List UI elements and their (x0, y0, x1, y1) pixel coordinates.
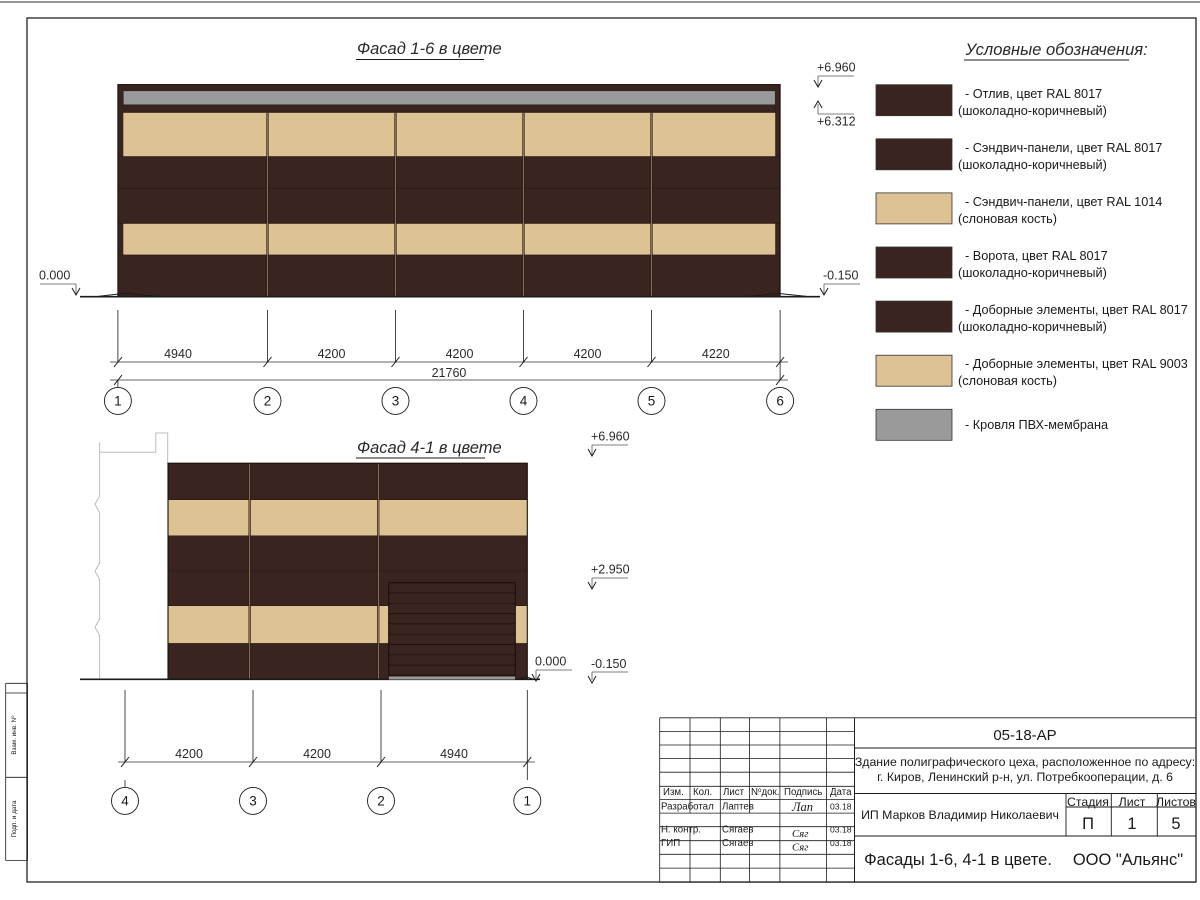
svg-text:4940: 4940 (440, 747, 468, 761)
svg-text:(слоновая кость): (слоновая кость) (958, 212, 1057, 226)
svg-text:Сягаев: Сягаев (722, 838, 753, 849)
svg-text:г. Киров, Ленинский р-н, ул.: г. Киров, Ленинский р-н, ул. Потребкоопе… (877, 770, 1173, 784)
svg-text:- Доборные элементы, цвет RAL: - Доборные элементы, цвет RAL 8017 (965, 303, 1188, 317)
svg-text:Стадия: Стадия (1067, 795, 1109, 809)
svg-text:5: 5 (1171, 815, 1180, 833)
svg-text:Подп. и дата: Подп. и дата (11, 800, 18, 838)
svg-text:(шоколадно-коричневый): (шоколадно-коричневый) (958, 320, 1107, 334)
svg-text:Листов: Листов (1156, 795, 1196, 809)
svg-text:4: 4 (121, 794, 129, 809)
svg-text:03.18: 03.18 (830, 825, 852, 835)
svg-text:4940: 4940 (164, 347, 192, 361)
svg-text:4200: 4200 (446, 347, 474, 361)
svg-text:(шоколадно-коричневый): (шоколадно-коричневый) (958, 266, 1107, 280)
svg-text:Лап: Лап (791, 800, 813, 814)
svg-text:ИП Марков Владимир Николаевич: ИП Марков Владимир Николаевич (861, 808, 1059, 822)
svg-text:Сяг: Сяг (792, 841, 808, 853)
svg-text:(шоколадно-коричневый): (шоколадно-коричневый) (958, 158, 1107, 172)
svg-text:Разработал: Разработал (661, 801, 714, 812)
svg-text:- Отлив, цвет RAL 8017: - Отлив, цвет RAL 8017 (965, 87, 1102, 101)
svg-text:4: 4 (520, 394, 528, 409)
svg-text:Здание полиграфического цеха,: Здание полиграфического цеха, расположен… (855, 755, 1195, 769)
svg-text:Лист: Лист (723, 787, 745, 798)
svg-text:+6.960: +6.960 (591, 430, 630, 444)
svg-text:3: 3 (392, 394, 400, 409)
svg-text:+2.950: +2.950 (591, 563, 630, 577)
svg-text:1: 1 (1127, 815, 1136, 833)
svg-text:05-18-АР: 05-18-АР (993, 727, 1056, 744)
svg-text:-0.150: -0.150 (823, 269, 858, 283)
svg-text:1: 1 (114, 394, 122, 409)
svg-text:(шоколадно-коричневый): (шоколадно-коричневый) (958, 104, 1107, 118)
svg-text:Фасад 4-1 в цвете: Фасад 4-1 в цвете (357, 439, 502, 457)
svg-text:21760: 21760 (432, 366, 467, 380)
svg-text:Условные обозначения:: Условные обозначения: (965, 41, 1148, 59)
svg-text:1: 1 (524, 794, 532, 809)
svg-text:4200: 4200 (318, 347, 346, 361)
svg-text:ГИП: ГИП (661, 838, 680, 849)
svg-text:П: П (1082, 815, 1094, 833)
svg-text:2: 2 (377, 794, 385, 809)
svg-text:Nодок.: Nодок. (751, 787, 780, 799)
svg-text:Сягаев: Сягаев (722, 825, 753, 836)
svg-text:Подпись: Подпись (784, 787, 822, 798)
svg-text:4220: 4220 (702, 347, 730, 361)
svg-text:2: 2 (264, 394, 272, 409)
svg-text:4200: 4200 (574, 347, 602, 361)
svg-text:3: 3 (249, 794, 257, 809)
svg-text:6: 6 (776, 394, 784, 409)
svg-text:Сяг: Сяг (792, 828, 808, 840)
svg-text:03.18: 03.18 (830, 801, 852, 811)
svg-text:- Доборные элементы, цвет RAL: - Доборные элементы, цвет RAL 9003 (965, 357, 1188, 371)
svg-text:Н. контр.: Н. контр. (661, 825, 701, 836)
svg-text:0.000: 0.000 (535, 655, 566, 669)
svg-text:-0.150: -0.150 (591, 657, 626, 671)
svg-text:Изм.: Изм. (663, 787, 684, 798)
svg-text:- Сэндвич-панели, цвет RAL 801: - Сэндвич-панели, цвет RAL 8017 (965, 141, 1162, 155)
svg-text:4200: 4200 (303, 747, 331, 761)
svg-text:- Кровля ПВХ-мембрана: - Кровля ПВХ-мембрана (965, 418, 1109, 432)
svg-text:03.18: 03.18 (830, 838, 852, 848)
svg-text:Лист: Лист (1119, 795, 1146, 809)
svg-text:Лаптев: Лаптев (722, 801, 754, 812)
svg-text:Дата: Дата (830, 787, 852, 798)
svg-text:Фасады 1-6, 4-1 в цвете.: Фасады 1-6, 4-1 в цвете. (864, 851, 1052, 869)
svg-text:4200: 4200 (175, 747, 203, 761)
svg-text:+6.960: +6.960 (817, 61, 856, 75)
svg-text:Фасад 1-6 в цвете: Фасад 1-6 в цвете (357, 40, 502, 58)
svg-text:5: 5 (648, 394, 656, 409)
svg-text:- Ворота, цвет RAL 8017: - Ворота, цвет RAL 8017 (965, 249, 1108, 263)
svg-text:(слоновая кость): (слоновая кость) (958, 374, 1057, 388)
svg-text:- Сэндвич-панели, цвет RAL 101: - Сэндвич-панели, цвет RAL 1014 (965, 195, 1162, 209)
svg-text:+6.312: +6.312 (817, 115, 856, 129)
svg-text:Взам. инв. Nо: Взам. инв. Nо (9, 715, 17, 755)
svg-text:Кол.: Кол. (693, 787, 712, 798)
svg-text:ООО "Альянс": ООО "Альянс" (1073, 851, 1183, 869)
svg-text:0.000: 0.000 (39, 269, 70, 283)
